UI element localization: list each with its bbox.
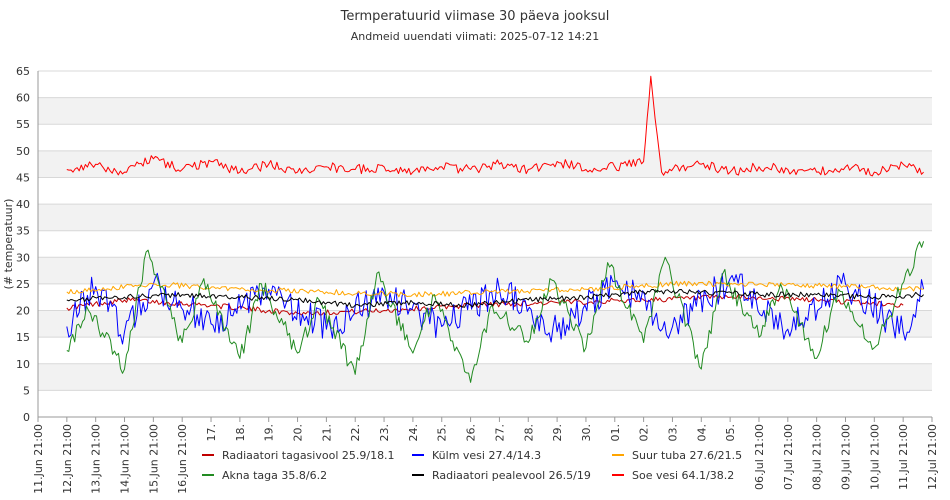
- grid-band: [38, 230, 932, 258]
- y-tick-label: 0: [23, 411, 30, 424]
- y-tick-label: 60: [16, 92, 30, 105]
- x-tick-label: 06.Jul 21:00: [753, 424, 766, 490]
- y-tick-label: 5: [23, 384, 30, 397]
- grid-band: [38, 177, 932, 205]
- grid-bands: [38, 71, 932, 417]
- grid-band: [38, 124, 932, 151]
- series-lines: [66, 75, 925, 383]
- y-tick-label: 25: [16, 278, 30, 291]
- x-tick-label: 02.: [638, 424, 651, 442]
- x-tick-label: 18.: [234, 424, 247, 442]
- x-tick-label: 19.: [263, 424, 276, 442]
- series-line: [66, 241, 925, 383]
- legend: Radiaatori tagasivool 25.9/18.1 Külm vesi…: [202, 449, 742, 482]
- series-line: [66, 294, 904, 316]
- grid-band: [38, 257, 932, 284]
- x-tick-label: 13.Jun 21:00: [90, 424, 103, 494]
- x-tick-label: 24.: [407, 424, 420, 442]
- x-tick-label: 11.Jul 21:00: [897, 424, 910, 490]
- grid-band: [38, 390, 932, 417]
- grid-band: [38, 71, 932, 98]
- y-tick-label: 10: [16, 358, 30, 371]
- x-tick-label: 17.: [205, 424, 218, 442]
- x-tick-label: 20.: [292, 424, 305, 442]
- legend-label: Radiaatori tagasivool 25.9/18.1: [222, 449, 395, 462]
- x-tick-label: 27.: [493, 424, 506, 442]
- series-line: [66, 289, 924, 308]
- grid-band: [38, 337, 932, 364]
- x-tick-label: 09.Jul 21:00: [839, 424, 852, 490]
- y-tick-label: 65: [16, 65, 30, 78]
- x-tick-label: 08.Jul 21:00: [811, 424, 824, 490]
- grid-band: [38, 97, 932, 125]
- series-line: [66, 75, 924, 177]
- y-tick-label: 50: [16, 145, 30, 158]
- legend-label: Suur tuba 27.6/21.5: [632, 449, 742, 462]
- y-tick-label: 55: [16, 118, 30, 131]
- x-tick-label: 14.Jun 21:00: [119, 424, 132, 494]
- x-tick-label: 23.: [378, 424, 391, 442]
- x-tick-label: 11.Jun 21:00: [32, 424, 45, 494]
- y-axis-ticks: 0 5 10 15 20 25 30 35 40 45 50 55 60 65: [16, 65, 30, 424]
- grid-lines: [37, 70, 932, 418]
- x-tick-label: 12.Jul 21:00: [926, 424, 939, 490]
- y-axis-label: (# temperatuur): [2, 199, 15, 290]
- x-tick-label: 12.Jun 21:00: [61, 424, 74, 494]
- y-tick-label: 40: [16, 198, 30, 211]
- x-tick-label: 25.: [436, 424, 449, 442]
- x-tick-label: 28.: [522, 424, 535, 442]
- y-tick-label: 30: [16, 251, 30, 264]
- y-tick-label: 45: [16, 171, 30, 184]
- x-tick-label: 26.: [465, 424, 478, 442]
- legend-label: Soe vesi 64.1/38.2: [632, 469, 734, 482]
- x-tick-label: 04.: [695, 424, 708, 442]
- y-tick-label: 20: [16, 305, 30, 318]
- legend-label: Radiaatori pealevool 26.5/19: [432, 469, 591, 482]
- x-tick-label: 10.Jul 21:00: [868, 424, 881, 490]
- x-tick-label: 21.: [320, 424, 333, 442]
- series-line: [66, 280, 924, 298]
- x-tick-label: 07.Jul 21:00: [782, 424, 795, 490]
- y-tick-label: 15: [16, 331, 30, 344]
- series-line: [66, 272, 925, 345]
- x-tick-label: 05.: [724, 424, 737, 442]
- x-axis: 11.Jun 21:00 12.Jun 21:00 13.Jun 21:00 14.J…: [32, 416, 939, 494]
- x-tick-label: 30.: [580, 424, 593, 442]
- chart-subtitle: Andmeid uuendati viimati: 2025-07-12 14:…: [351, 30, 600, 43]
- x-tick-label: 29.: [551, 424, 564, 442]
- grid-band: [38, 204, 932, 231]
- x-tick-label: 03.: [666, 424, 679, 442]
- grid-band: [38, 363, 932, 391]
- legend-label: Akna taga 35.8/6.2: [222, 469, 327, 482]
- y-tick-label: 35: [16, 225, 30, 238]
- x-tick-label: 22.: [349, 424, 362, 442]
- x-tick-label: 16.Jun 21:00: [176, 424, 189, 494]
- x-tick-label: 15.Jun 21:00: [147, 424, 160, 494]
- legend-label: Külm vesi 27.4/14.3: [432, 449, 541, 462]
- x-tick-label: 01.: [609, 424, 622, 442]
- chart-title: Termperatuurid viimase 30 päeva jooksul: [340, 9, 610, 24]
